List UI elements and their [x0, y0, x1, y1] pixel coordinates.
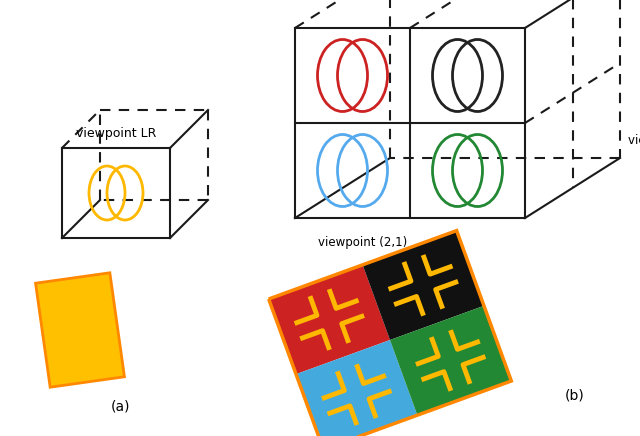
Polygon shape — [269, 265, 390, 374]
Text: viewpoint (2,2): viewpoint (2,2) — [628, 134, 640, 147]
Polygon shape — [363, 231, 484, 340]
Text: viewpoint LR: viewpoint LR — [76, 127, 156, 140]
Polygon shape — [390, 306, 511, 415]
Text: (a): (a) — [110, 399, 130, 413]
Polygon shape — [36, 273, 124, 387]
Polygon shape — [296, 340, 417, 436]
Text: viewpoint (2,1): viewpoint (2,1) — [318, 236, 407, 249]
Text: (b): (b) — [565, 388, 585, 402]
